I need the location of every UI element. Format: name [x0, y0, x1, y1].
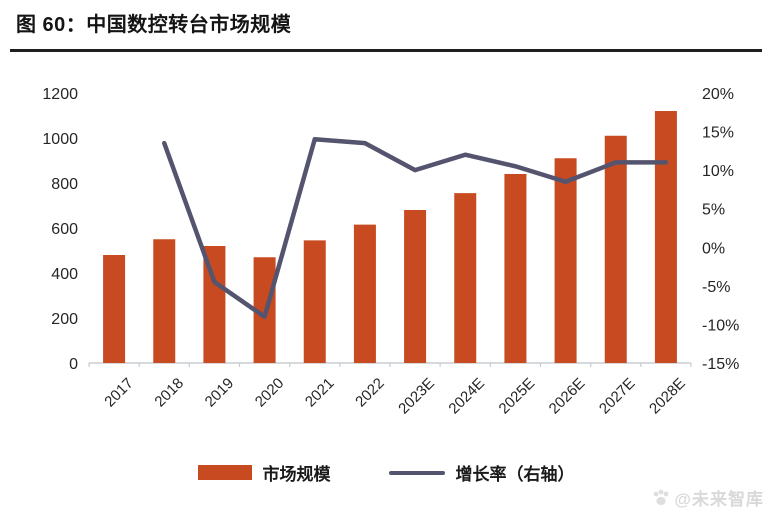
legend-item-growth-rate: 增长率（右轴）: [388, 460, 575, 485]
left-axis-tick-label: 800: [51, 176, 78, 193]
right-axis-tick-label: -10%: [702, 317, 739, 334]
x-axis-label-2019: 2019: [202, 375, 238, 411]
watermark-text: @未来智库: [674, 490, 764, 509]
watermark: @未来智库: [650, 485, 764, 510]
left-axis-tick-label: 0: [69, 356, 78, 373]
x-axis-label-2026E: 2026E: [546, 375, 589, 418]
legend-label-market-size: 市场规模: [262, 465, 331, 484]
figure-header: 图 60：中国数控转台市场规模: [0, 0, 772, 40]
legend-label-growth-rate: 增长率（右轴）: [455, 465, 575, 484]
right-axis-tick-label: 0%: [702, 240, 725, 257]
bar-2022: [353, 224, 376, 363]
bar-2024E: [454, 193, 477, 363]
left-axis-tick-label: 600: [51, 221, 78, 238]
left-axis-tick-label: 1000: [42, 131, 78, 148]
line-series-swatch-icon: [388, 470, 445, 475]
x-axis-label-2024E: 2024E: [445, 375, 488, 418]
bar-2023E: [404, 210, 427, 363]
right-axis-tick-label: -5%: [702, 279, 730, 296]
x-axis-label-2017: 2017: [101, 375, 137, 411]
bar-2025E: [504, 174, 527, 363]
left-axis-tick-label: 1200: [42, 86, 78, 103]
x-axis-label-2020: 2020: [252, 375, 288, 411]
x-axis-label-2021: 2021: [302, 375, 338, 411]
paw-icon: [654, 489, 669, 505]
x-axis-label-2028E: 2028E: [646, 375, 689, 418]
bar-2018: [153, 239, 176, 363]
chart-legend: 市场规模 增长率（右轴）: [0, 460, 772, 485]
figure-title: 图 60：中国数控转台市场规模: [16, 14, 292, 36]
x-axis-label-2022: 2022: [352, 375, 388, 411]
bar-2021: [303, 240, 326, 363]
x-axis-label-2025E: 2025E: [496, 375, 539, 418]
x-axis-label-2023E: 2023E: [395, 375, 438, 418]
right-axis-tick-label: 10%: [702, 163, 734, 180]
x-axis-label-2027E: 2027E: [596, 375, 639, 418]
right-axis-tick-label: 15%: [702, 125, 734, 142]
title-underline: [10, 49, 762, 52]
left-axis-tick-label: 200: [51, 311, 78, 328]
left-axis-tick-label: 400: [51, 266, 78, 283]
x-axis-label-2018: 2018: [151, 375, 187, 411]
bar-2028E: [654, 111, 677, 363]
right-axis-tick-label: -15%: [702, 356, 739, 373]
right-axis-tick-label: 5%: [702, 202, 725, 219]
bar-2017: [103, 255, 126, 363]
legend-item-market-size: 市场规模: [197, 460, 331, 485]
bar-2026E: [554, 158, 577, 363]
bar-2019: [203, 246, 226, 363]
growth-rate-line: [162, 137, 669, 319]
bar-2027E: [604, 135, 627, 363]
right-axis-tick-label: 20%: [702, 86, 734, 103]
bar-series-swatch-icon: [197, 465, 252, 480]
market-size-combo-chart: 0 200 400 600 800 1000 1200 -15% -10% -5% 0% 5% 10% 1…: [42, 86, 739, 418]
